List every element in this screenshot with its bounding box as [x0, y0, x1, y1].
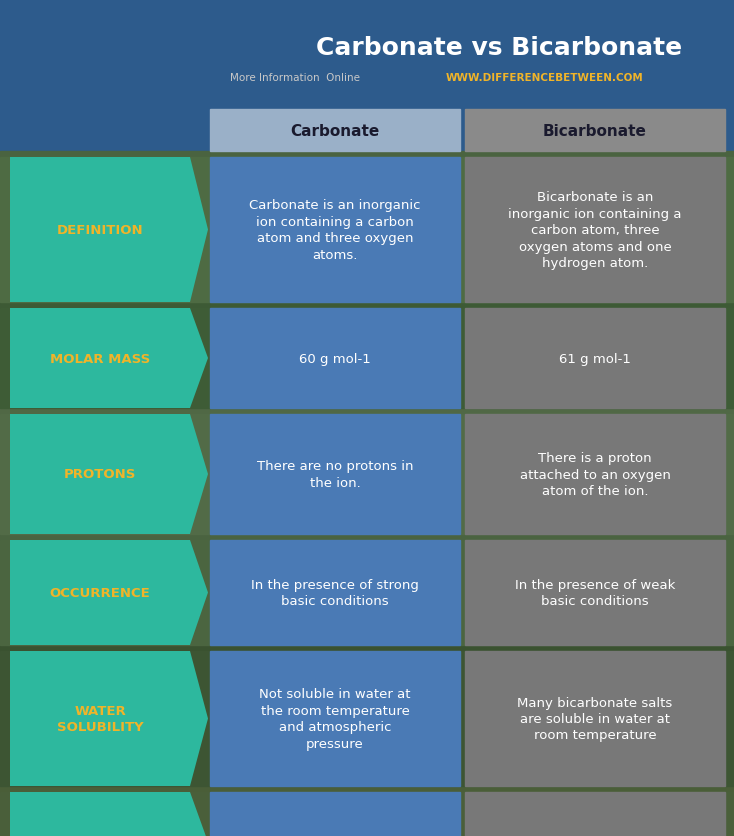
Text: WATER
SOLUBILITY: WATER SOLUBILITY: [57, 704, 143, 733]
Bar: [210, 158, 460, 303]
Text: 60 g mol-1: 60 g mol-1: [299, 352, 371, 365]
Bar: [210, 651, 460, 786]
Text: There are no protons in
the ion.: There are no protons in the ion.: [257, 460, 413, 489]
Bar: [465, 540, 725, 645]
Bar: [210, 308, 460, 409]
Bar: [210, 415, 460, 534]
Bar: [0, 0, 734, 110]
Text: MOLAR MASS: MOLAR MASS: [50, 352, 150, 365]
Bar: [0, 409, 734, 540]
Text: PROTONS: PROTONS: [64, 468, 137, 481]
Text: Not soluble in water at
the room temperature
and atmospheric
pressure: Not soluble in water at the room tempera…: [259, 687, 411, 750]
Bar: [0, 158, 734, 303]
Bar: [0, 303, 734, 415]
Text: Carbonate vs Bicarbonate: Carbonate vs Bicarbonate: [316, 36, 682, 60]
Bar: [0, 786, 734, 836]
Bar: [0, 308, 734, 409]
Bar: [465, 308, 725, 409]
Text: More Information  Online: More Information Online: [230, 73, 360, 83]
Bar: [0, 540, 734, 645]
Polygon shape: [10, 540, 208, 645]
Bar: [210, 540, 460, 645]
Bar: [0, 792, 734, 836]
Text: DEFINITION: DEFINITION: [57, 224, 143, 237]
Text: Carbonate is an inorganic
ion containing a carbon
atom and three oxygen
atoms.: Carbonate is an inorganic ion containing…: [250, 199, 421, 262]
Polygon shape: [10, 415, 208, 534]
Text: Bicarbonate is an
inorganic ion containing a
carbon atom, three
oxygen atoms and: Bicarbonate is an inorganic ion containi…: [508, 191, 682, 270]
Bar: [210, 792, 460, 836]
Text: In the presence of strong
basic conditions: In the presence of strong basic conditio…: [251, 578, 419, 608]
Bar: [0, 415, 734, 534]
Bar: [210, 110, 460, 152]
Text: There is a proton
attached to an oxygen
atom of the ion.: There is a proton attached to an oxygen …: [520, 451, 670, 497]
Text: Carbonate: Carbonate: [291, 124, 379, 138]
Polygon shape: [10, 792, 208, 836]
Text: In the presence of weak
basic conditions: In the presence of weak basic conditions: [515, 578, 675, 608]
Polygon shape: [10, 651, 208, 786]
Bar: [465, 110, 725, 152]
Text: WWW.DIFFERENCEBETWEEN.COM: WWW.DIFFERENCEBETWEEN.COM: [446, 73, 644, 83]
Polygon shape: [10, 308, 208, 409]
Polygon shape: [10, 158, 208, 303]
Bar: [0, 645, 734, 792]
Bar: [0, 651, 734, 786]
Text: Bicarbonate: Bicarbonate: [543, 124, 647, 138]
Text: 61 g mol-1: 61 g mol-1: [559, 352, 631, 365]
Bar: [0, 534, 734, 651]
Text: Many bicarbonate salts
are soluble in water at
room temperature: Many bicarbonate salts are soluble in wa…: [517, 696, 672, 742]
Text: OCCURRENCE: OCCURRENCE: [50, 586, 150, 599]
Bar: [0, 152, 734, 308]
Bar: [465, 792, 725, 836]
Bar: [465, 651, 725, 786]
Bar: [465, 415, 725, 534]
Bar: [465, 158, 725, 303]
